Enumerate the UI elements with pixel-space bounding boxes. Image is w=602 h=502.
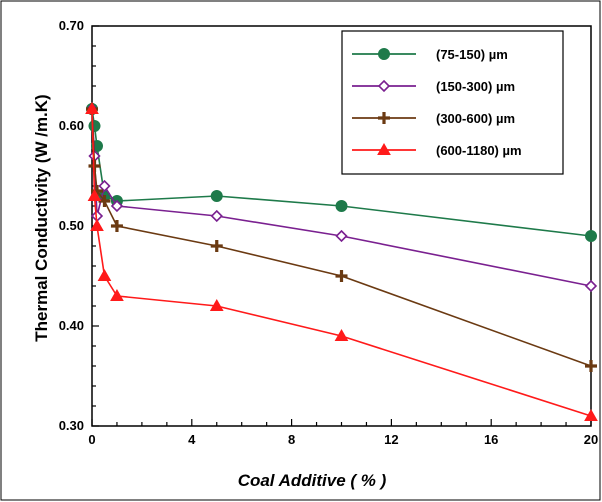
- data-point: [584, 279, 598, 293]
- data-point: [98, 179, 111, 193]
- legend-marker: [377, 79, 391, 93]
- data-point: [335, 270, 348, 282]
- data-point: [584, 408, 598, 421]
- data-point: [88, 120, 101, 132]
- data-point: [209, 298, 224, 311]
- y-tick-label: 0.40: [59, 318, 84, 333]
- data-point: [335, 200, 348, 212]
- series-4: [85, 101, 598, 421]
- y-tick-label: 0.70: [59, 18, 84, 33]
- x-tick-label: 12: [384, 432, 398, 447]
- x-tick-label: 8: [288, 432, 295, 447]
- data-point: [110, 220, 123, 232]
- y-axis-label: Thermal Conductivity (W /m.K): [32, 94, 51, 341]
- x-tick-label: 4: [188, 432, 196, 447]
- x-tick-label: 16: [484, 432, 498, 447]
- legend-label: (150-300) µm: [436, 79, 515, 94]
- x-axis-label: Coal Additive ( % ): [238, 471, 387, 490]
- plot-area: 0 4 8 12 16 20 0.30 0.40 0.50 0.60 0.70: [59, 18, 599, 447]
- legend-label: (300-600) µm: [436, 111, 515, 126]
- data-point: [210, 240, 223, 252]
- legend-marker: [377, 142, 391, 155]
- y-tick-label: 0.50: [59, 218, 84, 233]
- legend-marker: [378, 112, 390, 124]
- legend-marker: [378, 48, 390, 60]
- data-point: [85, 101, 99, 114]
- data-point: [110, 199, 124, 213]
- series-3: [86, 103, 597, 372]
- y-tick-label: 0.60: [59, 118, 84, 133]
- legend-label: (600-1180) µm: [436, 143, 522, 158]
- y-tick-label: 0.30: [59, 418, 84, 433]
- data-point: [585, 360, 597, 372]
- data-point: [87, 188, 102, 201]
- x-tick-label: 0: [88, 432, 95, 447]
- legend-label: (75-150) µm: [436, 47, 508, 62]
- x-tick-label: 20: [584, 432, 598, 447]
- data-point: [585, 230, 597, 242]
- data-point: [210, 190, 223, 202]
- data-point: [97, 268, 112, 281]
- data-point: [210, 209, 223, 223]
- data-point: [334, 328, 349, 341]
- legend: (75-150) µm (150-300) µm (300-600) µm (600-…: [341, 30, 564, 175]
- data-point: [110, 288, 124, 301]
- data-point: [335, 229, 348, 243]
- data-point: [90, 218, 104, 231]
